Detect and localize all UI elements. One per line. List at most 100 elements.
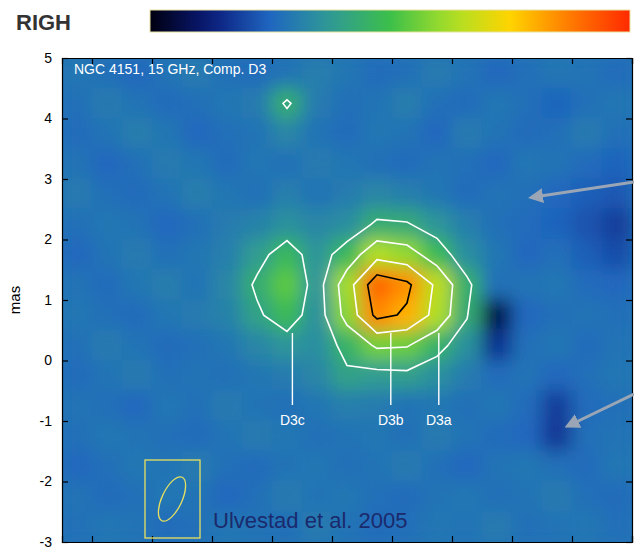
- colorbar: [150, 10, 630, 32]
- tick: [152, 536, 153, 542]
- tick: [626, 300, 632, 301]
- tick-mark: [626, 300, 632, 301]
- tick-mark: [626, 179, 632, 180]
- plot-area: [62, 58, 632, 542]
- cell: [362, 239, 393, 270]
- cells: [62, 58, 632, 542]
- cell: [572, 269, 603, 300]
- tick: [626, 119, 632, 120]
- cell: [452, 511, 483, 542]
- cell: [212, 239, 243, 270]
- cell: [212, 209, 243, 240]
- tick-label: -2: [40, 473, 53, 489]
- component-label: D3a: [426, 412, 452, 428]
- cell: [392, 148, 423, 179]
- cell: [602, 360, 633, 391]
- cell: [302, 360, 333, 391]
- tick-mark: [212, 536, 213, 542]
- cell: [602, 269, 633, 300]
- cell: [332, 88, 363, 119]
- cell: [212, 330, 243, 361]
- tick-mark: [572, 536, 573, 542]
- cell: [62, 88, 93, 119]
- component-label: D3c: [280, 412, 305, 428]
- cell: [92, 209, 123, 240]
- cell: [362, 209, 393, 240]
- tick: 4: [44, 110, 68, 126]
- cell: [602, 58, 633, 89]
- cell: [572, 148, 603, 179]
- tick-label: -3: [40, 534, 53, 550]
- cell: [152, 88, 183, 119]
- tick: [572, 58, 573, 64]
- cell: [422, 179, 453, 210]
- cell: [362, 269, 393, 300]
- leader-line: [438, 333, 439, 405]
- cell: [302, 118, 333, 149]
- cell: [272, 300, 303, 331]
- tick-mark: [626, 542, 632, 543]
- cell: [392, 330, 423, 361]
- cell: [212, 148, 243, 179]
- tick-mark: [62, 300, 68, 301]
- cell: [542, 118, 573, 149]
- tick-mark: [392, 58, 393, 64]
- cell: [542, 239, 573, 270]
- tick-label: 5: [44, 50, 52, 66]
- cell: [482, 148, 513, 179]
- cell: [242, 209, 273, 240]
- cell: [152, 481, 183, 512]
- cell: [602, 451, 633, 482]
- cell: [182, 360, 213, 391]
- cell: [62, 239, 93, 270]
- cell: [152, 118, 183, 149]
- cell: [62, 481, 93, 512]
- cell: [242, 118, 273, 149]
- cell: [302, 330, 333, 361]
- cell: [542, 421, 573, 452]
- cell: [122, 148, 153, 179]
- cell: [482, 360, 513, 391]
- tick: [626, 421, 632, 422]
- cell: [122, 118, 153, 149]
- cell: [422, 481, 453, 512]
- cell: [242, 451, 273, 482]
- cell: [92, 511, 123, 542]
- cell: [272, 58, 303, 89]
- cell: [242, 360, 273, 391]
- contour: [354, 260, 433, 333]
- cell: [122, 269, 153, 300]
- cell: [482, 239, 513, 270]
- cell: [422, 360, 453, 391]
- cell: [272, 148, 303, 179]
- cell: [212, 300, 243, 331]
- cell: [572, 481, 603, 512]
- cell: [542, 390, 573, 421]
- cell: [152, 390, 183, 421]
- cell: [302, 239, 333, 270]
- cell: [62, 209, 93, 240]
- beam: [153, 473, 191, 525]
- cell: [242, 330, 273, 361]
- tick: 2: [44, 231, 68, 247]
- cell: [122, 330, 153, 361]
- tick: [332, 536, 333, 542]
- cell: [122, 88, 153, 119]
- cell: [92, 179, 123, 210]
- cell: [92, 88, 123, 119]
- cell: [422, 148, 453, 179]
- cell: [572, 209, 603, 240]
- tick-mark: [62, 239, 68, 240]
- cell: [542, 330, 573, 361]
- cell: [92, 390, 123, 421]
- cell: [212, 360, 243, 391]
- tick: -3: [40, 534, 68, 550]
- tick-label: -1: [40, 413, 53, 429]
- cell: [482, 330, 513, 361]
- cell: [512, 511, 543, 542]
- cell: [452, 360, 483, 391]
- cell: [62, 360, 93, 391]
- component-label: D3b: [378, 412, 404, 428]
- cell: [422, 209, 453, 240]
- tick-mark: [332, 58, 333, 64]
